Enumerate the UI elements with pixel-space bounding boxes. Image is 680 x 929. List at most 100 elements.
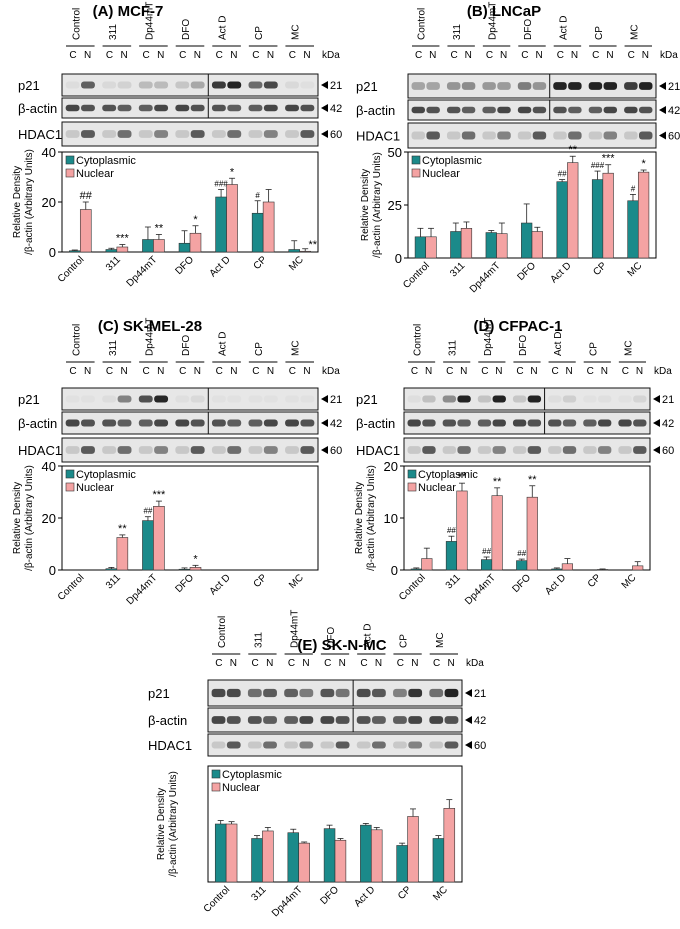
lane-c-label: C	[142, 366, 149, 377]
y-tick-label: 0	[391, 563, 398, 578]
blot-band	[138, 81, 153, 89]
panel-title: (B) LNCaP	[467, 3, 541, 20]
blot-band	[429, 716, 444, 724]
blot-band	[356, 716, 371, 724]
blot-band	[211, 81, 226, 89]
blot-band	[211, 446, 226, 454]
blot-band	[247, 716, 262, 724]
significance-label: **	[528, 474, 537, 486]
blot-band	[248, 130, 263, 138]
bar-nuclear	[407, 816, 419, 883]
blot-band	[532, 106, 547, 114]
blot-band	[248, 81, 263, 89]
blot-band	[211, 688, 226, 698]
bar-nuclear	[262, 830, 274, 883]
bar-nuclear	[298, 842, 310, 883]
lane-c-label: C	[216, 50, 223, 61]
lane-label: Control	[217, 616, 228, 648]
blot-band	[190, 130, 205, 138]
blot-band	[477, 395, 492, 403]
lane-n-label: N	[84, 366, 91, 377]
blot-band	[548, 446, 562, 454]
blot-frame	[61, 97, 319, 119]
blot-band	[356, 688, 371, 698]
blot-band	[408, 716, 423, 724]
blot-band	[263, 419, 278, 427]
bar-nuclear	[456, 490, 468, 571]
blot-band	[175, 395, 190, 403]
kda-label: kDa	[660, 50, 678, 61]
blot-band	[284, 741, 298, 749]
blot-band	[477, 419, 492, 427]
blot-band	[372, 741, 386, 749]
blot-band	[568, 131, 582, 140]
lane-label: DFO	[181, 335, 192, 356]
arrow-icon	[659, 82, 666, 90]
blot-band	[263, 81, 278, 89]
bar-nuclear	[153, 505, 165, 571]
lane-label: MC	[623, 340, 634, 356]
bar-cytoplasmic	[105, 568, 118, 571]
significance-label: **	[493, 476, 502, 488]
lane-label: CP	[399, 634, 410, 648]
bar-cytoplasmic	[521, 222, 533, 259]
blot-band	[285, 130, 299, 138]
blot-band	[102, 446, 117, 454]
lane-c-label: C	[551, 366, 558, 377]
blot-band	[548, 419, 562, 427]
legend-swatch	[411, 168, 421, 178]
blot-band	[624, 82, 638, 90]
panel-title: (D) CFPAC-1	[474, 318, 563, 335]
blot-band	[457, 419, 471, 427]
bar-nuclear	[189, 232, 202, 253]
blot-band	[227, 81, 242, 89]
blot-row-2: HDAC1 60	[356, 122, 680, 149]
blot-band	[461, 131, 476, 140]
x-tick-label: DFO	[173, 572, 196, 595]
arrow-icon	[321, 395, 328, 403]
blot-row-1: β-actin 42	[18, 411, 342, 435]
blot-band	[482, 131, 496, 140]
blot-label: β-actin	[18, 416, 57, 431]
significance-label: ###	[214, 180, 228, 189]
blot-band	[248, 104, 263, 112]
x-tick-label: MC	[626, 260, 645, 279]
blot-frame	[61, 411, 319, 435]
blot-band	[300, 446, 315, 454]
blot-row-2: HDAC1 60	[148, 733, 486, 757]
blot-row-0: p21 21	[18, 387, 342, 411]
blot-band	[597, 419, 612, 427]
lane-label: DFO	[518, 335, 529, 356]
bar-nuclear	[116, 537, 129, 571]
arrow-icon	[321, 81, 328, 89]
blot-band	[248, 419, 263, 427]
blot-band	[81, 419, 95, 427]
blot-band	[411, 82, 426, 90]
blot-label: HDAC1	[356, 129, 400, 144]
blot-band	[597, 395, 612, 403]
blot-band	[446, 131, 461, 140]
lane-label: CP	[254, 342, 265, 356]
y-tick-label: 40	[42, 459, 56, 474]
blot-band	[102, 419, 117, 427]
lane-label: MC	[435, 632, 446, 648]
lane-c-label: C	[516, 366, 523, 377]
blot-band	[411, 106, 426, 114]
lane-label: CP	[588, 342, 599, 356]
blot-row-1: β-actin 42	[356, 411, 674, 435]
blot-band	[408, 741, 423, 749]
bar-nuclear	[370, 829, 383, 883]
legend-swatch	[211, 769, 221, 779]
blot-band	[300, 395, 315, 403]
blot-band	[300, 104, 315, 112]
lane-c-label: C	[592, 50, 599, 61]
blot-band	[138, 130, 153, 138]
blot-band	[618, 419, 632, 427]
bar-nuclear	[334, 839, 347, 883]
blot-frame	[407, 122, 657, 149]
y-axis-label: Relative Density	[360, 169, 371, 241]
arrow-icon	[465, 716, 472, 724]
blot-band	[248, 395, 263, 403]
blot-band	[263, 688, 277, 698]
